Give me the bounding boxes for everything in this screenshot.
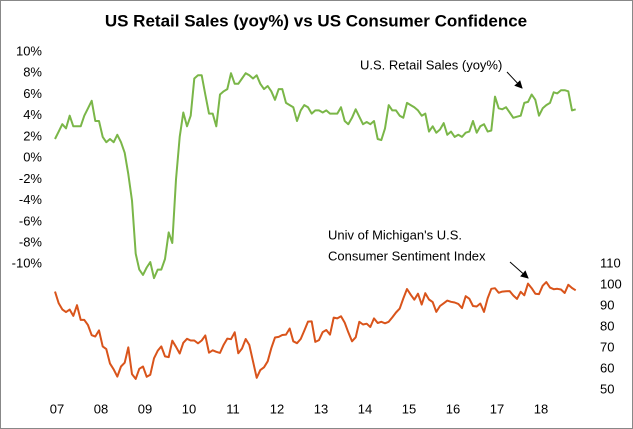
x-tick-label: 14 [358, 401, 372, 416]
annotation: U.S. Retail Sales (yoy%) [360, 57, 502, 72]
y2-tick-label: 110 [600, 255, 621, 270]
y2-tick-label: 50 [600, 381, 614, 396]
series-line [54, 281, 577, 380]
x-tick-label: 16 [446, 401, 460, 416]
y-tick-label: -8% [19, 234, 43, 249]
y2-tick-label: 60 [600, 360, 614, 375]
x-tick-label: 18 [534, 401, 548, 416]
y-tick-label: 0% [23, 150, 42, 165]
x-tick-label: 17 [490, 401, 504, 416]
x-tick-label: 07 [50, 401, 64, 416]
annotation-arrow [509, 261, 529, 279]
annotation-arrow [506, 71, 523, 89]
x-tick-label: 10 [182, 401, 196, 416]
y-tick-label: 6% [23, 86, 42, 101]
y-tick-label: -4% [19, 192, 43, 207]
y2-tick-label: 90 [600, 297, 614, 312]
y-tick-label: -6% [19, 213, 43, 228]
y-tick-label: 4% [23, 107, 42, 122]
y2-tick-label: 80 [600, 318, 614, 333]
x-tick-label: 13 [314, 401, 328, 416]
series-line [54, 72, 576, 280]
y2-tick-label: 100 [600, 276, 622, 291]
y-tick-label: 8% [23, 65, 42, 80]
x-tick-label: 09 [138, 401, 152, 416]
y-tick-label: -10% [12, 256, 43, 271]
y2-tick-label: 70 [600, 339, 614, 354]
y-tick-label: 10% [16, 43, 42, 58]
chart-title: US Retail Sales (yoy%) vs US Consumer Co… [105, 11, 527, 30]
y-tick-label: 2% [23, 128, 42, 143]
x-tick-label: 11 [226, 401, 240, 416]
x-tick-label: 15 [402, 401, 416, 416]
x-tick-label: 12 [270, 401, 284, 416]
annotation: Consumer Sentiment Index [328, 248, 486, 263]
x-tick-label: 08 [94, 401, 108, 416]
y-tick-label: -2% [19, 171, 43, 186]
annotation: Univ of Michigan's U.S. [328, 227, 462, 242]
